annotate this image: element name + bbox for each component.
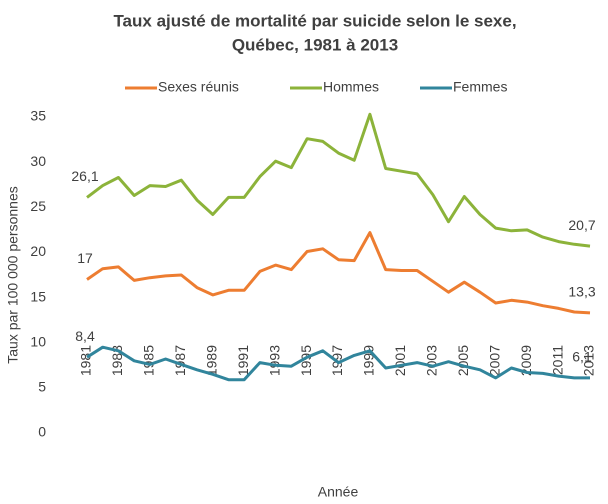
x-tick-label: 2003 [424, 345, 440, 376]
x-tick-label: 1981 [78, 345, 94, 376]
legend-label: Sexes réunis [158, 79, 239, 95]
x-tick-label: 1993 [266, 345, 282, 376]
data-label: 17 [77, 250, 93, 266]
x-tick-label: 2009 [518, 345, 534, 376]
x-tick-label: 1995 [298, 345, 314, 376]
legend-label: Femmes [453, 79, 507, 95]
data-label: 20,7 [568, 217, 595, 233]
x-tick-label: 2007 [486, 345, 502, 376]
y-tick-label: 0 [38, 424, 46, 440]
data-label: 8,4 [75, 328, 95, 344]
y-tick-label: 35 [30, 108, 46, 124]
y-tick-label: 30 [30, 153, 46, 169]
x-tick-label: 2001 [392, 345, 408, 376]
x-tick-label: 2011 [549, 345, 565, 375]
y-tick-label: 25 [30, 198, 46, 214]
x-tick-label: 1989 [203, 345, 219, 376]
x-axis-label: Année [318, 484, 359, 500]
chart-title: Taux ajusté de mortalité par suicide sel… [113, 11, 516, 30]
series-line [86, 345, 590, 382]
series-line [86, 231, 591, 315]
x-tick-label: 2005 [455, 345, 471, 376]
data-label: 6,1 [572, 349, 592, 365]
y-axis-label: Taux par 100 000 personnes [5, 186, 21, 363]
x-tick-label: 1987 [172, 345, 188, 376]
data-label: 26,1 [71, 168, 98, 184]
x-tick-label: 1985 [141, 345, 157, 376]
x-tick-label: 2013 [581, 345, 597, 376]
legend-label: Hommes [323, 79, 379, 95]
y-tick-label: 10 [30, 333, 46, 349]
data-label: 13,3 [568, 284, 595, 300]
x-tick-label: 1991 [235, 345, 251, 376]
y-tick-label: 15 [30, 288, 46, 304]
chart-title: Québec, 1981 à 2013 [232, 35, 398, 54]
series-line [86, 112, 591, 248]
y-tick-label: 5 [38, 379, 46, 395]
y-tick-label: 20 [30, 243, 46, 259]
x-tick-label: 1999 [361, 345, 377, 376]
